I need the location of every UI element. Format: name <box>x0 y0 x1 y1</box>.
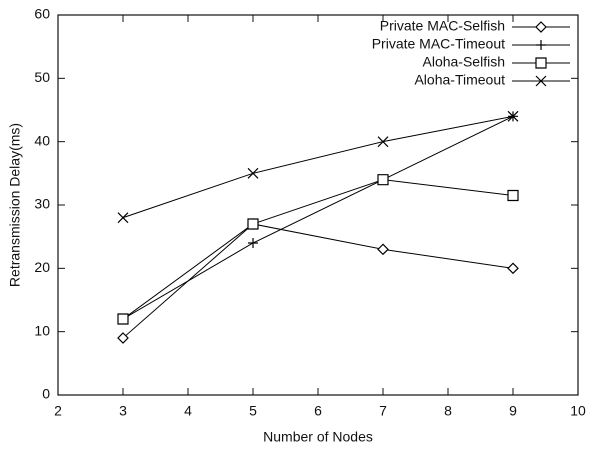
marker <box>247 167 259 179</box>
series-line <box>122 179 514 320</box>
y-tick-label: 40 <box>34 132 50 148</box>
y-tick-label: 20 <box>34 259 50 275</box>
legend-label: Aloha-Timeout <box>414 72 505 88</box>
marker <box>377 174 389 186</box>
x-tick-label: 3 <box>119 403 127 419</box>
y-tick-label: 50 <box>34 69 50 85</box>
y-tick-label: 30 <box>34 196 50 212</box>
legend-label: Private MAC-Timeout <box>372 36 505 52</box>
x-tick-label: 4 <box>184 403 192 419</box>
y-tick-label: 10 <box>34 322 50 338</box>
marker <box>247 218 259 230</box>
marker <box>377 136 389 148</box>
marker <box>117 332 129 344</box>
x-tick-label: 8 <box>444 403 452 419</box>
legend-label: Aloha-Selfish <box>423 54 506 70</box>
marker <box>507 110 519 122</box>
marker <box>507 189 519 202</box>
marker <box>507 262 519 275</box>
legend-marker <box>535 75 547 87</box>
marker <box>377 243 389 256</box>
y-tick-label: 60 <box>34 6 50 22</box>
x-tick-label: 10 <box>570 403 586 419</box>
legend-label: Private MAC-Selfish <box>380 18 505 34</box>
marker <box>248 238 258 248</box>
x-tick-label: 6 <box>314 403 322 419</box>
x-tick-label: 5 <box>249 403 257 419</box>
legend-marker <box>535 57 547 69</box>
x-tick-label: 9 <box>509 403 517 419</box>
y-axis-label: Retransmission Delay(ms) <box>7 123 23 287</box>
x-tick-label: 7 <box>379 403 387 419</box>
series-line <box>122 115 514 320</box>
legend-marker <box>536 40 546 50</box>
marker <box>117 313 129 325</box>
legend-marker <box>535 21 547 33</box>
series-line <box>122 115 514 219</box>
x-tick-label: 2 <box>54 403 62 419</box>
series-line <box>122 223 514 339</box>
y-tick-label: 0 <box>42 386 50 402</box>
marker <box>117 212 129 224</box>
x-axis-label: Number of Nodes <box>263 429 373 445</box>
